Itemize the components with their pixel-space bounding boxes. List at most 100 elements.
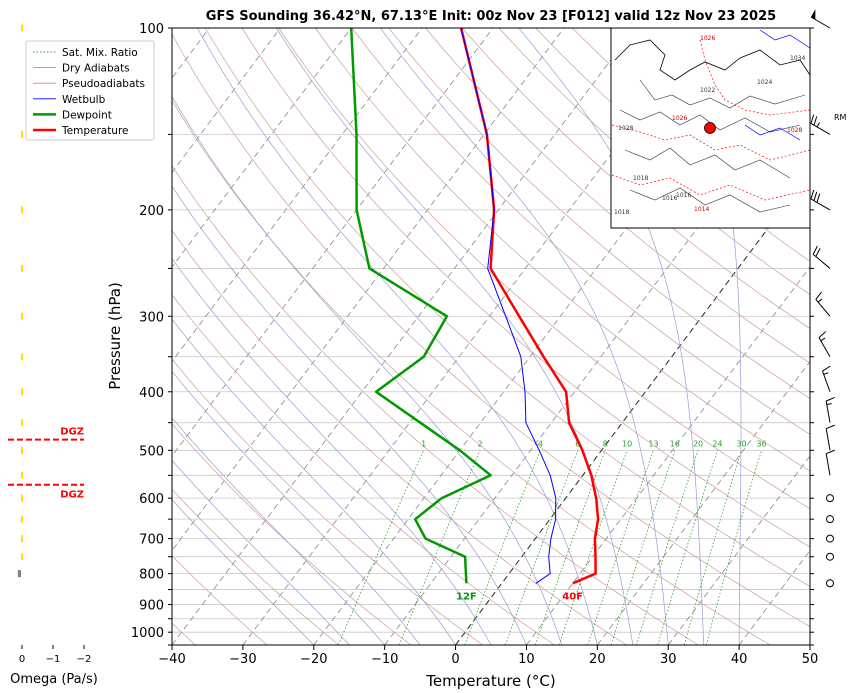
x-tick-label: 20 xyxy=(589,652,606,667)
x-tick-label: 30 xyxy=(660,652,677,667)
isotherm-line xyxy=(172,28,352,268)
wind-barb-full xyxy=(825,424,835,430)
wind-barb-full xyxy=(815,248,821,257)
mixing-ratio-line xyxy=(636,450,699,645)
legend-entry: Temperature xyxy=(61,125,129,137)
y-tick-label: 600 xyxy=(139,492,164,507)
series-temperature-line xyxy=(459,28,600,585)
wind-barb-full xyxy=(810,114,815,124)
mixing-ratio-label: 2 xyxy=(477,439,482,448)
pseudoadiabat xyxy=(172,459,350,645)
inset-map: 1026102810221026101810161014101810341028… xyxy=(610,27,811,229)
y-tick-label: 500 xyxy=(139,444,164,459)
surface-temperature-label: 40F xyxy=(562,591,583,602)
station-marker xyxy=(704,122,716,134)
pseudoadiabat xyxy=(172,318,456,645)
y-tick-label: 100 xyxy=(139,22,164,37)
wind-barb-half xyxy=(823,372,829,375)
mixing-ratio-line xyxy=(464,450,541,645)
mixing-ratio-label: 20 xyxy=(693,439,703,448)
y-tick-label: 800 xyxy=(139,568,164,583)
surface-labels: 12F 40F xyxy=(456,591,583,602)
y-tick-label: 700 xyxy=(139,533,164,548)
dry-adiabat xyxy=(172,488,340,645)
calm-wind-circle xyxy=(826,515,834,524)
inset-red-contour xyxy=(611,124,810,161)
pseudoadiabat xyxy=(196,28,598,645)
y-tick-label: 300 xyxy=(139,310,164,325)
isotherm-line xyxy=(172,28,281,174)
x-tick-label: −30 xyxy=(229,652,256,667)
inset-isobar-label: 1026 xyxy=(700,35,715,42)
omega-bar xyxy=(21,353,23,361)
wind-barb-staff xyxy=(812,253,831,269)
x-tick-label: −20 xyxy=(300,652,327,667)
legend-entry: Dry Adiabats xyxy=(62,63,130,75)
x-tick-label: −40 xyxy=(158,652,185,667)
mixing-ratio-label: 13 xyxy=(648,439,658,448)
x-tick-label: 40 xyxy=(731,652,748,667)
mixing-ratio-line xyxy=(505,450,579,645)
inset-isobar-label: 1022 xyxy=(700,87,715,94)
wind-barb-staff xyxy=(825,428,831,451)
inset-map-contents: 1026102810221026101810161014101810341028… xyxy=(611,29,810,216)
wind-barb-half xyxy=(826,403,832,405)
dry-adiabat xyxy=(351,28,810,435)
x-tick-label: 0 xyxy=(451,652,459,667)
chart-legend: Sat. Mix. Ratio Dry Adiabats Pseudoadiabat… xyxy=(25,40,155,141)
mixing-ratio-line xyxy=(398,450,481,645)
wind-barb-full xyxy=(810,189,815,200)
y-axis-ticks: 100 200 300 400 500 600 700 800 900 1000 xyxy=(131,22,814,646)
mixing-ratio-label: 16 xyxy=(670,439,680,448)
isotherm-line xyxy=(172,28,494,457)
wind-barb-pennant xyxy=(810,9,816,20)
mixing-ratio-labels: 1 2 4 6 8 10 13 16 20 24 30 36 xyxy=(421,439,766,448)
inset-blue-contour xyxy=(744,124,801,141)
mixing-ratio-line xyxy=(610,450,676,645)
x-tick-label: 50 xyxy=(802,652,819,667)
inset-isobar-label: 1018 xyxy=(614,209,629,216)
omega-bar xyxy=(17,570,21,578)
coastline xyxy=(614,39,810,81)
inset-red-contour xyxy=(699,39,810,116)
mixing-ratio-label: 10 xyxy=(622,439,632,448)
mixing-ratio-label: 4 xyxy=(538,439,543,448)
mixing-ratio-label: 24 xyxy=(712,439,722,448)
inset-isobar-label: 1034 xyxy=(790,55,805,62)
pseudoadiabat-lines xyxy=(172,28,742,645)
wind-barb-half xyxy=(817,298,823,303)
omega-bar xyxy=(21,446,23,454)
omega-tick-label: 0 xyxy=(19,654,25,665)
isotherm-line xyxy=(172,28,423,363)
legend-entry: Wetbulb xyxy=(62,94,106,106)
inset-isobar-label: 1016 xyxy=(662,195,677,202)
inset-isobar-label: 1024 xyxy=(757,79,772,86)
mixing-ratio-label: 6 xyxy=(575,439,580,448)
dgz-label: DGZ xyxy=(60,490,84,501)
wind-barb-staff xyxy=(825,400,831,423)
wind-barb-full xyxy=(812,245,818,255)
wind-barb-full xyxy=(813,191,818,201)
inset-border-line xyxy=(624,147,791,179)
calm-wind-circle xyxy=(826,494,834,503)
inset-blue-contour xyxy=(759,29,810,49)
omega-bar xyxy=(21,535,23,543)
dry-adiabat xyxy=(388,28,810,399)
dry-adiabat xyxy=(498,28,810,296)
dry-adiabat xyxy=(172,165,699,645)
pseudoadiabat xyxy=(172,499,315,645)
dry-adiabat xyxy=(425,28,810,364)
y-tick-label: 900 xyxy=(139,599,164,614)
omega-bar xyxy=(21,130,23,138)
inset-isobar-label: 1018 xyxy=(633,175,648,182)
omega-bar xyxy=(21,494,23,502)
inset-isobar-label: 1014 xyxy=(694,206,709,213)
mixing-ratio-line xyxy=(657,450,718,645)
isotherm-line xyxy=(455,171,810,645)
calm-wind-circle xyxy=(826,579,834,588)
omega-tick-label: −1 xyxy=(46,654,61,665)
dry-adiabat xyxy=(172,229,627,645)
wind-barb-half xyxy=(820,337,826,342)
dgz-label: DGZ xyxy=(60,427,84,438)
